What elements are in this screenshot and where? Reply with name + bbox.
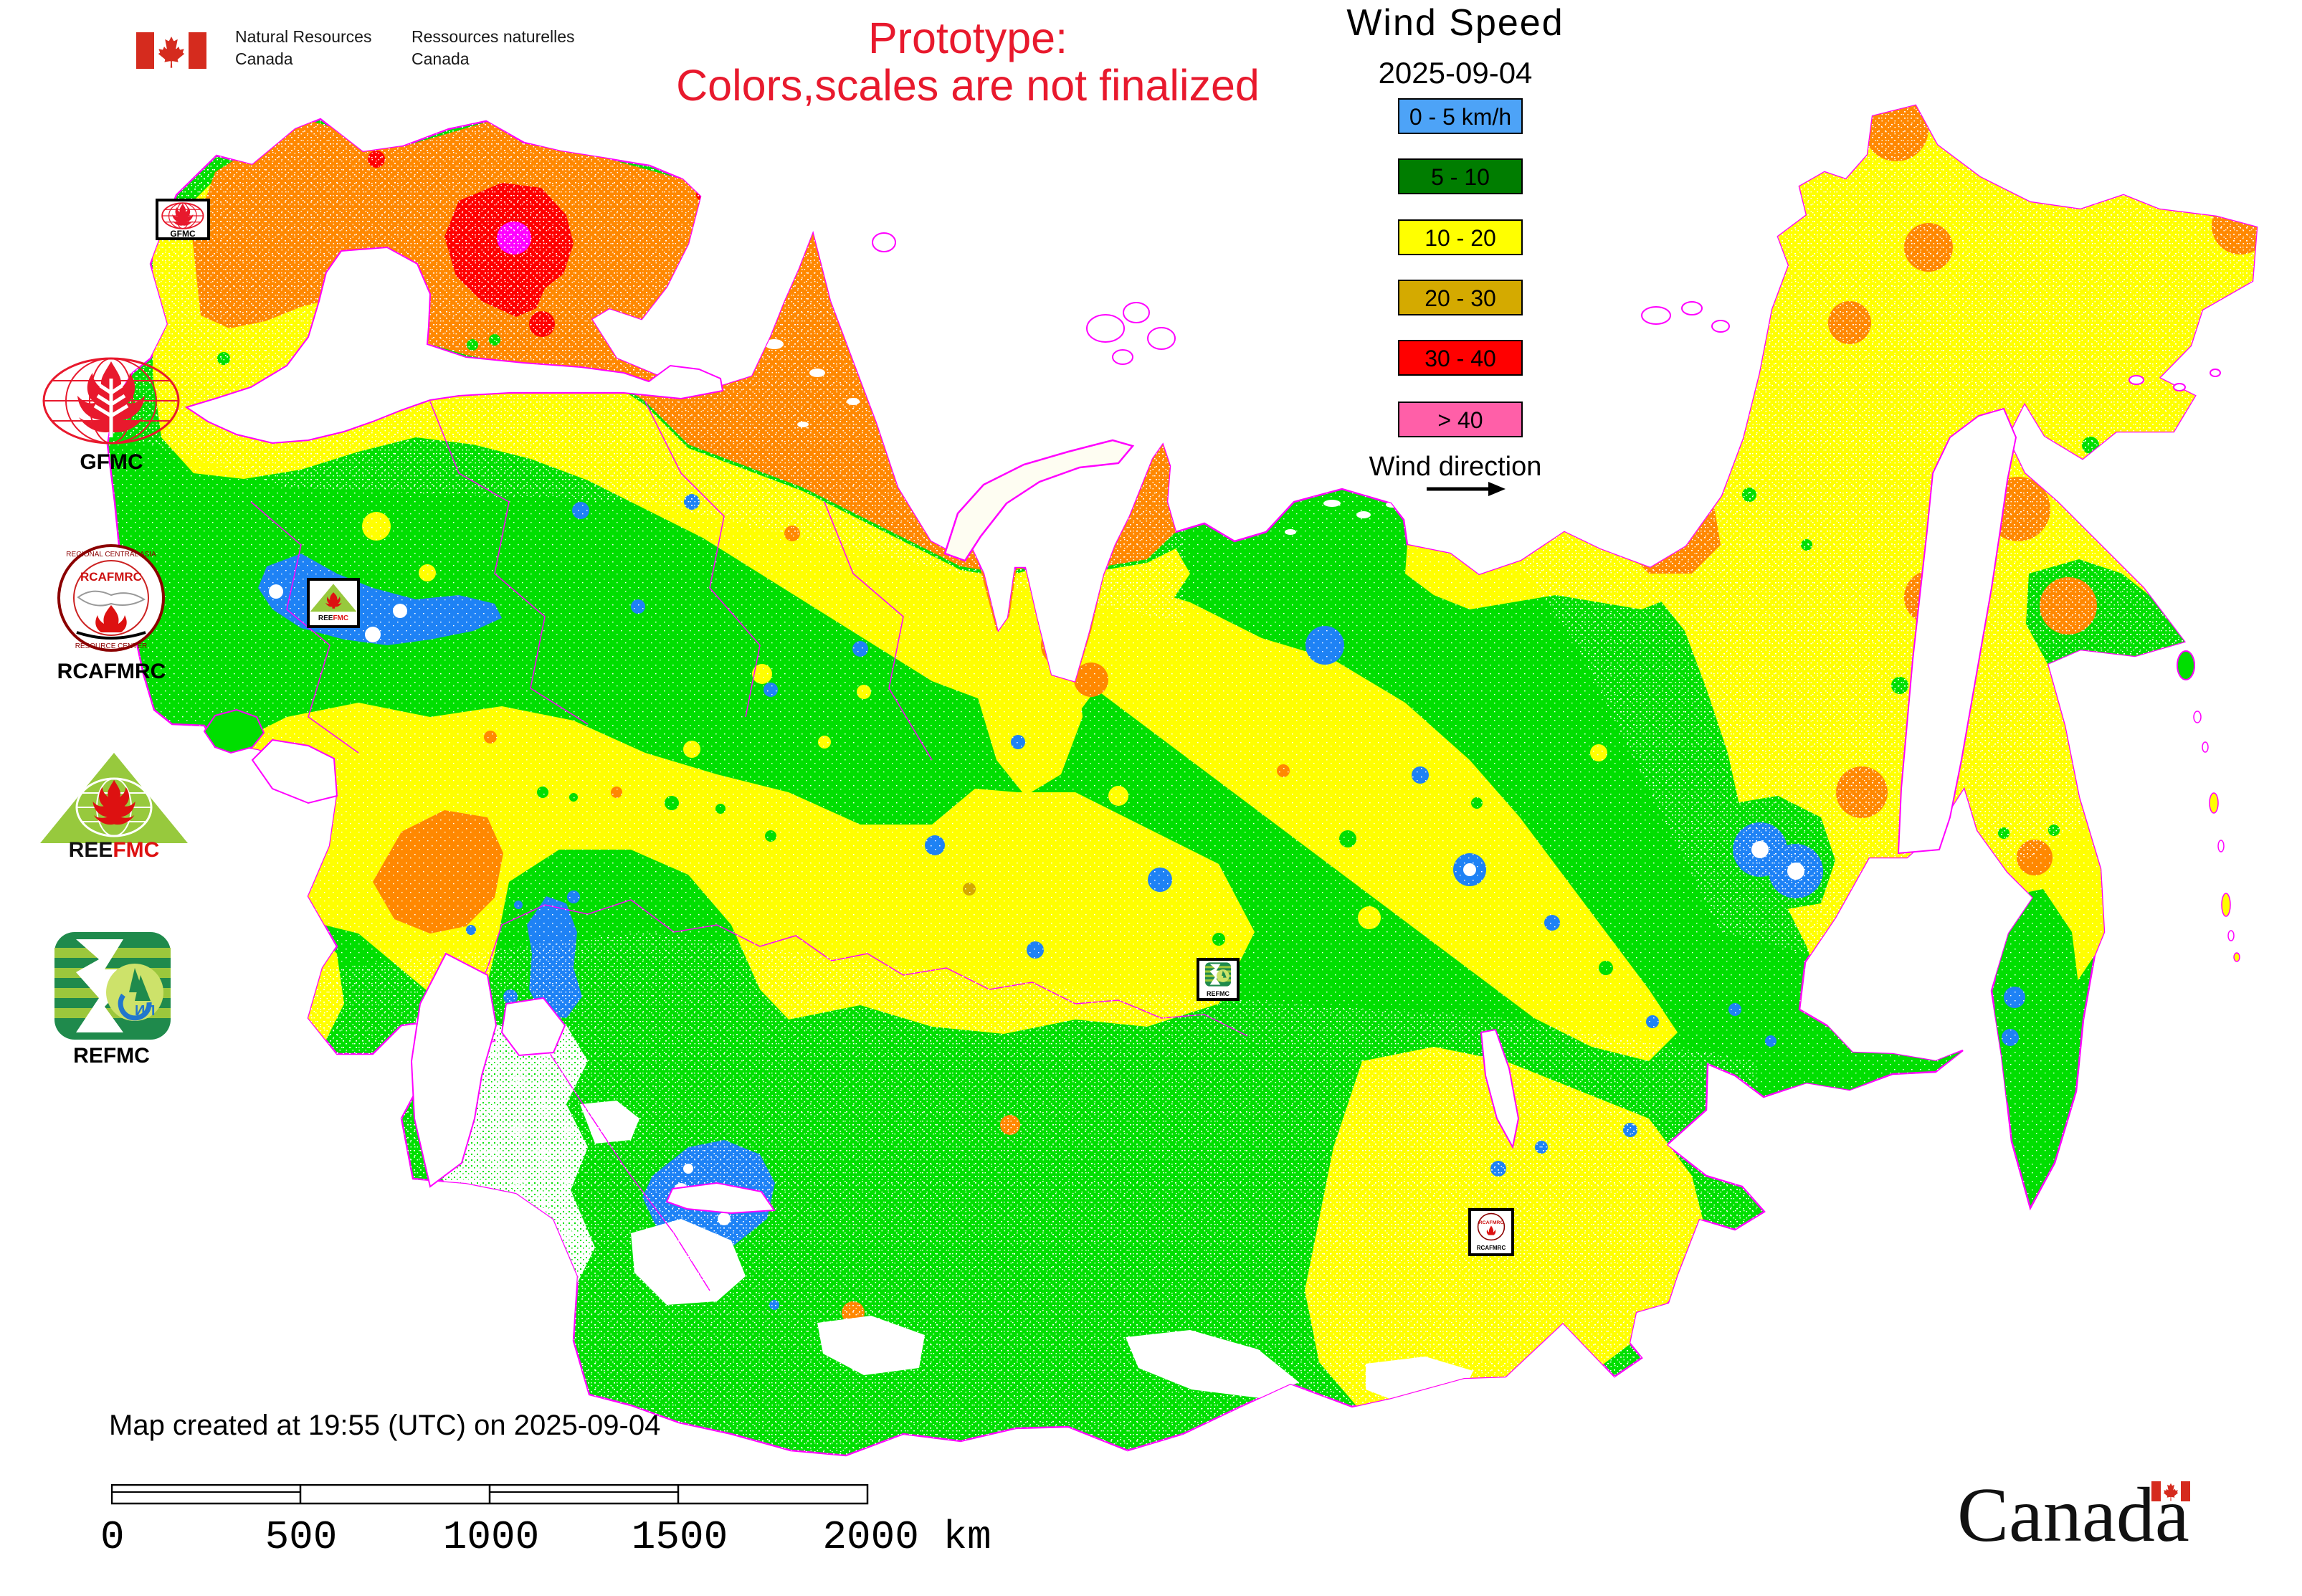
svg-text:REEFMC: REEFMC [69,838,160,859]
svg-text:RCAFMRC: RCAFMRC [80,570,142,584]
svg-text:REGIONAL CENTRAL ASIA: REGIONAL CENTRAL ASIA [66,551,156,559]
svg-text:ИЛ: ИЛ [135,1003,155,1019]
svg-text:RCAFMRC: RCAFMRC [1479,1220,1504,1225]
svg-text:RESOURCE CENTER: RESOURCE CENTER [75,642,148,650]
